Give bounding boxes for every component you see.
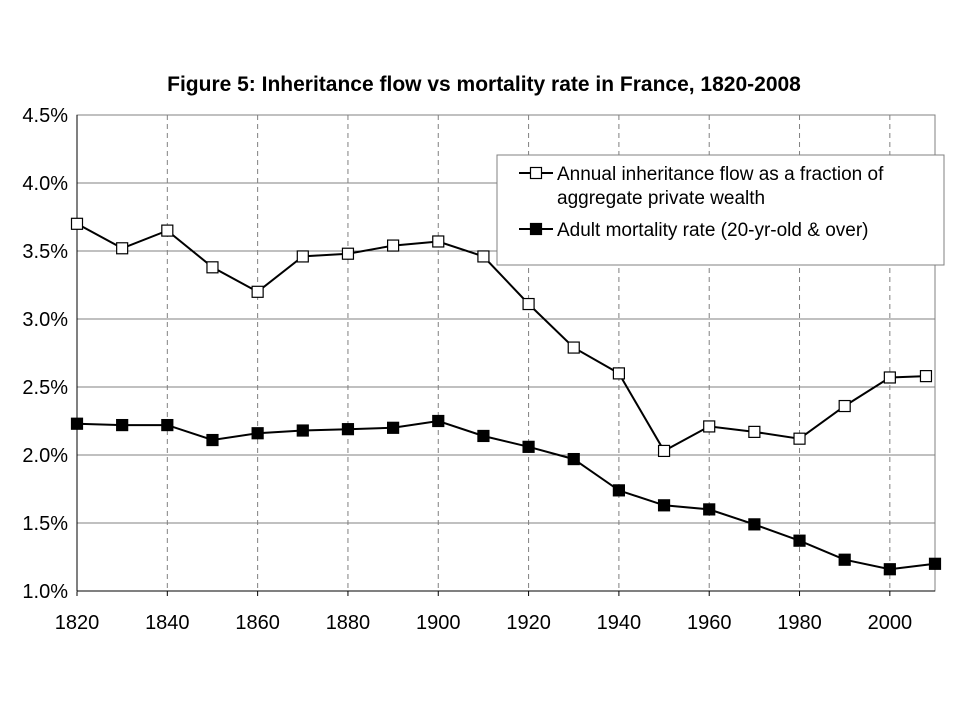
y-tick-label: 1.0% bbox=[22, 581, 68, 603]
data-point bbox=[432, 235, 445, 248]
data-point bbox=[522, 440, 535, 453]
legend-item-1: Annual inheritance flow as a fraction of… bbox=[519, 164, 884, 209]
x-tick-label: 1900 bbox=[416, 612, 461, 634]
series-line bbox=[76, 222, 927, 453]
data-point bbox=[748, 425, 761, 438]
y-tick-label: 3.0% bbox=[22, 309, 68, 331]
y-tick-label: 4.0% bbox=[22, 173, 68, 195]
data-point bbox=[70, 217, 84, 230]
y-tick-label: 2.5% bbox=[22, 377, 68, 399]
x-tick-label: 2000 bbox=[868, 612, 913, 634]
data-point bbox=[251, 285, 264, 298]
x-tick-label: 1880 bbox=[326, 612, 371, 634]
legend-marker bbox=[529, 222, 543, 236]
data-point bbox=[883, 563, 896, 576]
y-tick-label: 4.5% bbox=[22, 105, 68, 127]
y-tick-label: 2.0% bbox=[22, 445, 68, 467]
data-point bbox=[657, 499, 671, 512]
data-point bbox=[341, 247, 355, 260]
x-axis-ticks: 1820 1840 1860 1880 1900 1920 1940 1960 1980 2000 bbox=[55, 612, 912, 634]
data-point bbox=[296, 424, 309, 437]
data-point bbox=[522, 297, 535, 311]
x-tick-label: 1860 bbox=[235, 612, 280, 634]
y-tick-label: 1.5% bbox=[22, 513, 68, 535]
y-tick-label: 3.5% bbox=[22, 241, 68, 263]
plot-axes bbox=[76, 114, 936, 596]
data-point bbox=[883, 371, 896, 384]
data-point bbox=[387, 421, 400, 434]
legend-label: Adult mortality rate (20-yr-old & over) bbox=[557, 220, 869, 241]
data-point bbox=[161, 224, 174, 237]
series-line bbox=[76, 419, 936, 571]
x-tick-label: 1980 bbox=[777, 612, 822, 634]
data-point bbox=[296, 250, 309, 263]
legend: Annual inheritance flow as a fraction of… bbox=[496, 154, 945, 266]
data-point bbox=[919, 370, 933, 383]
data-point bbox=[838, 399, 851, 413]
data-point bbox=[838, 553, 851, 566]
data-point bbox=[387, 239, 400, 252]
series-2 bbox=[70, 414, 942, 576]
y-axis-ticks: 1.0% 1.5% 2.0% 2.5% 3.0% 3.5% 4.0% 4.5% bbox=[22, 105, 68, 603]
legend-marker bbox=[529, 166, 543, 180]
data-point bbox=[161, 418, 174, 432]
data-point bbox=[206, 261, 219, 274]
legend-box bbox=[496, 154, 945, 266]
series-1 bbox=[70, 217, 933, 458]
data-point bbox=[116, 418, 129, 432]
data-point bbox=[116, 242, 129, 255]
data-point bbox=[251, 427, 264, 440]
data-point bbox=[703, 420, 716, 433]
data-point bbox=[793, 432, 806, 445]
x-tick-label: 1920 bbox=[506, 612, 551, 634]
series-group bbox=[70, 217, 942, 576]
chart-title: Figure 5: Inheritance flow vs mortality … bbox=[167, 73, 801, 96]
legend-item-2: Adult mortality rate (20-yr-old & over) bbox=[519, 220, 869, 241]
data-point bbox=[567, 341, 580, 354]
data-point bbox=[567, 452, 580, 466]
data-point bbox=[341, 423, 355, 436]
data-point bbox=[928, 557, 942, 570]
x-tick-label: 1840 bbox=[145, 612, 190, 634]
data-point bbox=[477, 429, 490, 443]
data-point bbox=[793, 534, 806, 547]
data-point bbox=[432, 414, 445, 428]
data-point bbox=[477, 250, 490, 263]
data-point bbox=[703, 503, 716, 516]
x-tick-label: 1940 bbox=[597, 612, 642, 634]
data-point bbox=[748, 518, 761, 531]
legend-label: aggregate private wealth bbox=[557, 188, 765, 209]
x-tick-label: 1820 bbox=[55, 612, 100, 634]
data-point bbox=[612, 367, 625, 380]
legend-label: Annual inheritance flow as a fraction of bbox=[557, 164, 884, 185]
data-point bbox=[206, 433, 219, 447]
data-point bbox=[612, 484, 625, 497]
x-tick-label: 1960 bbox=[687, 612, 732, 634]
data-point bbox=[70, 417, 84, 430]
data-point bbox=[657, 444, 671, 458]
